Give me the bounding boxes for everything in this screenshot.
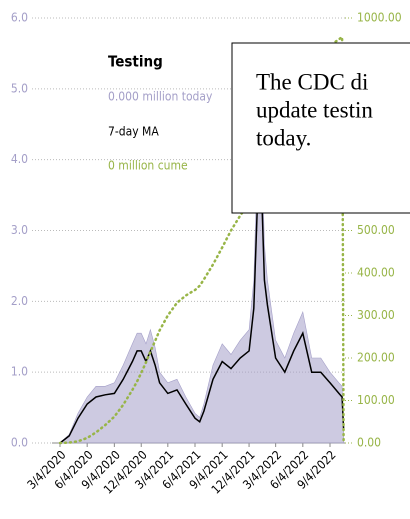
y-tick-label: 0.0 xyxy=(11,436,28,450)
annotation-text: update testin xyxy=(256,97,373,122)
ma-line xyxy=(59,159,345,444)
legend-entry: 0 million cume xyxy=(108,159,188,173)
y2-tick-label: 300.00 xyxy=(357,308,395,322)
legend-entry: 7-day MA xyxy=(108,125,159,139)
annotation-text: The CDC di xyxy=(256,69,368,94)
legend-title: Testing xyxy=(108,53,163,71)
cume-line xyxy=(58,34,345,445)
y2-tick-label: 400.00 xyxy=(357,266,395,280)
y2-tick-label: 200.00 xyxy=(357,351,395,365)
y-tick-label: 5.0 xyxy=(11,81,28,95)
legend-entry: 0.000 million today xyxy=(108,90,213,104)
y-tick-label: 1.0 xyxy=(11,365,28,379)
y2-tick-label: 1000.00 xyxy=(357,11,402,25)
y-tick-label: 6.0 xyxy=(11,11,28,25)
y-tick-label: 3.0 xyxy=(11,223,28,237)
daily-area xyxy=(59,102,344,444)
annotation-text: today. xyxy=(256,125,311,150)
annotation-box xyxy=(231,42,410,214)
y-tick-label: 4.0 xyxy=(11,152,28,166)
y-tick-label: 2.0 xyxy=(11,294,28,308)
y2-tick-label: 100.00 xyxy=(357,393,395,407)
y2-tick-label: 500.00 xyxy=(357,223,395,237)
y2-tick-label: 0.00 xyxy=(357,436,381,450)
